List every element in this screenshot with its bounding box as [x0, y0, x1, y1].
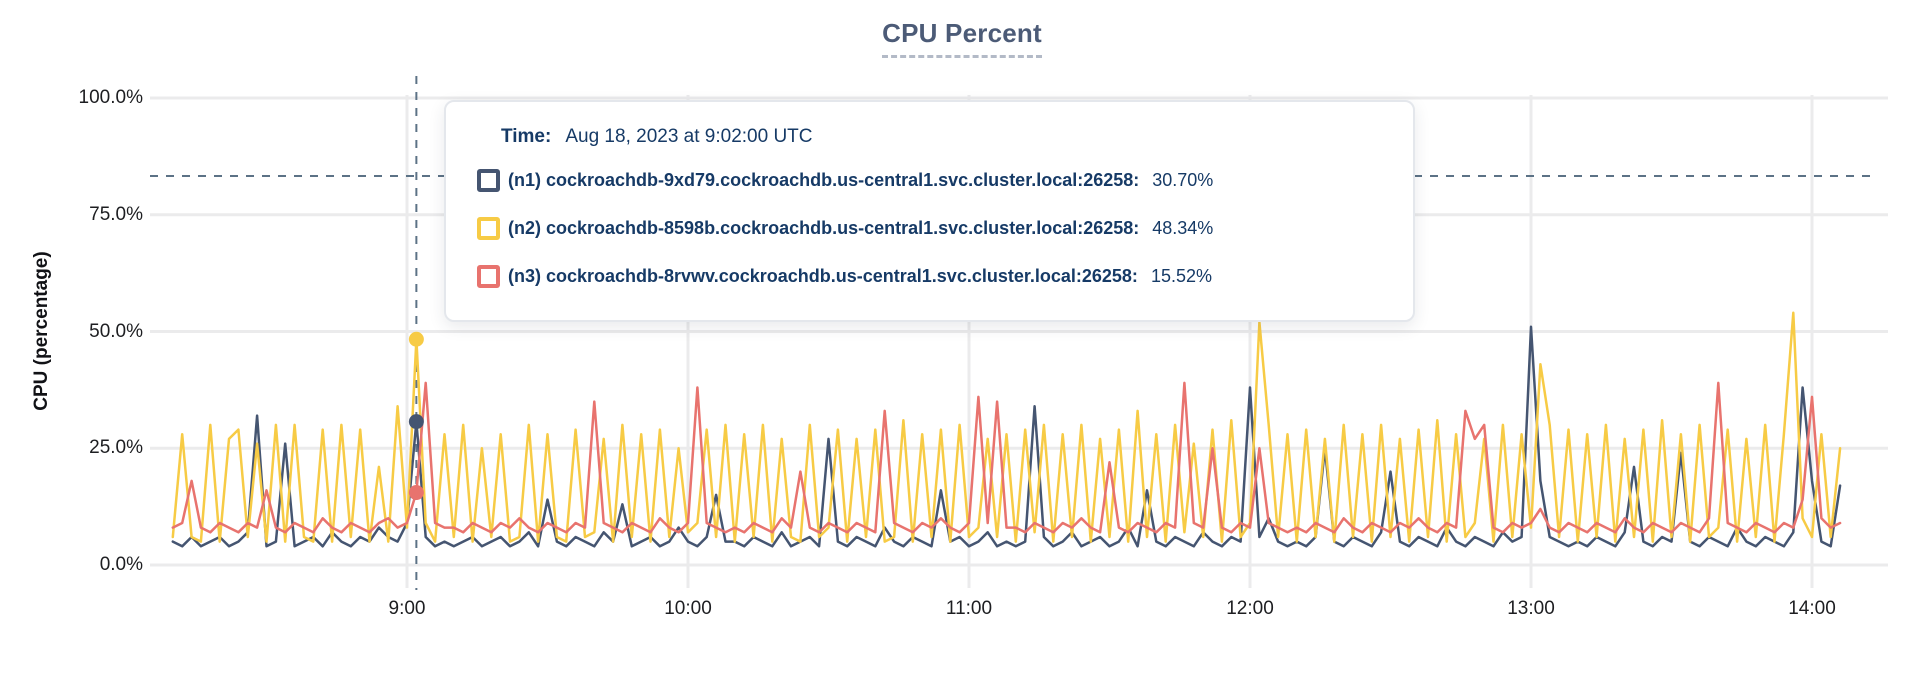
tooltip-n1-value: 30.70% [1152, 169, 1214, 190]
tooltip-series-row-n1: (n1) cockroachdb-9xd79.cockroachdb.us-ce… [446, 156, 1413, 204]
tooltip-time-label: Time: [501, 126, 552, 147]
x-tick-label-9: 9:00 [388, 598, 426, 619]
tooltip-n3-label: (n3) cockroachdb-8rvwv.cockroachdb.us-ce… [508, 265, 1138, 286]
series-n1-swatch-icon [477, 168, 500, 192]
tooltip-series-row-n3: (n3) cockroachdb-8rvwv.cockroachdb.us-ce… [446, 252, 1413, 300]
tooltip-n2-value: 48.34% [1152, 217, 1214, 238]
series-n2-swatch-icon [477, 216, 500, 240]
y-tick-label-0: 0.0% [99, 554, 143, 575]
x-tick-label-11: 11:00 [945, 598, 993, 619]
y-tick-label-100: 100.0% [78, 87, 143, 108]
tooltip-series-row-n2: (n2) cockroachdb-8598b.cockroachdb.us-ce… [446, 204, 1413, 252]
y-tick-label-25: 25.0% [89, 437, 143, 458]
tooltip-time-value: Aug 18, 2023 at 9:02:00 UTC [565, 126, 813, 147]
y-tick-label-50: 50.0% [89, 321, 143, 342]
x-tick-label-12: 12:00 [1226, 598, 1274, 619]
tooltip-n2-label: (n2) cockroachdb-8598b.cockroachdb.us-ce… [508, 217, 1140, 238]
x-tick-label-14: 14:00 [1788, 598, 1836, 619]
x-tick-label-10: 10:00 [664, 598, 712, 619]
chart-title: CPU Percent [882, 18, 1042, 58]
x-tick-label-13: 13:00 [1507, 598, 1555, 619]
tooltip-n3-value: 15.52% [1150, 265, 1212, 286]
chart-header: CPU Percent [0, 18, 1924, 58]
tooltip-n1-label: (n1) cockroachdb-9xd79.cockroachdb.us-ce… [508, 169, 1140, 190]
series-n3-swatch-icon [477, 264, 500, 288]
y-tick-label-75: 75.0% [89, 204, 143, 225]
chart-tooltip: Time: Aug 18, 2023 at 9:02:00 UTC (n1) c… [444, 100, 1415, 322]
tooltip-time-row: Time: Aug 18, 2023 at 9:02:00 UTC [446, 118, 1413, 156]
